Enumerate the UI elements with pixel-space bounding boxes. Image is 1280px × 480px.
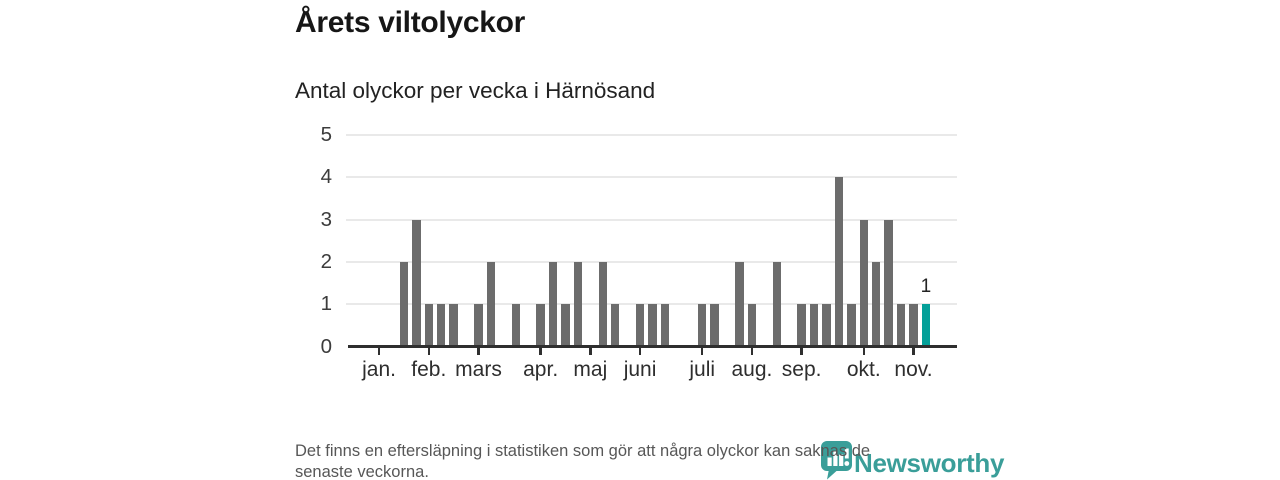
bar-week-34 <box>772 261 782 347</box>
bar-week-40 <box>847 304 856 347</box>
x-axis-label-juni: juni <box>623 358 657 381</box>
bar-week-24 <box>648 304 657 347</box>
x-axis-tick-maj <box>589 347 592 355</box>
bar-week-41 <box>859 219 869 347</box>
newsworthy-logo-icon <box>820 441 853 480</box>
bar-week-20 <box>598 261 608 347</box>
gridline-y5 <box>346 134 957 136</box>
x-axis-label-maj: maj <box>573 358 608 381</box>
bar-week-31 <box>735 261 744 347</box>
bar-week-37 <box>809 304 819 347</box>
chart-title: Årets viltolyckor <box>295 6 525 39</box>
footer-note-line2: senaste veckorna. <box>295 463 429 480</box>
bar-week-7 <box>436 304 446 347</box>
bar-week-39 <box>834 177 844 347</box>
x-axis-line <box>348 344 957 348</box>
newsworthy-logo-text: Newsworthy <box>854 448 1005 478</box>
bar-week-25 <box>660 304 670 347</box>
y-axis-label-5: 5 <box>320 123 332 146</box>
bar-week-10 <box>474 304 483 347</box>
bar-week-23 <box>635 304 645 347</box>
x-axis-tick-juni <box>638 347 642 355</box>
bar-week-11 <box>486 261 496 347</box>
bar-week-8 <box>449 304 458 347</box>
gridline-y3 <box>346 218 957 221</box>
bar-week-44 <box>896 304 906 347</box>
bar-week-28 <box>697 304 707 347</box>
bar-value-label: 1 <box>920 276 932 298</box>
bar-week-18 <box>573 261 583 347</box>
bar-week-15 <box>536 304 545 347</box>
y-axis-label-3: 3 <box>320 207 332 231</box>
x-axis-label-jan: jan. <box>362 358 396 381</box>
x-axis-tick-mars <box>477 347 480 355</box>
bar-week-21 <box>610 304 620 347</box>
highlighted-bar-week-46 <box>921 304 931 347</box>
bar-week-36 <box>797 304 806 347</box>
bar-week-16 <box>548 261 558 347</box>
x-axis-tick-nov <box>912 347 915 355</box>
x-axis-tick-feb <box>427 347 431 355</box>
y-axis-label-2: 2 <box>320 249 332 273</box>
bar-week-29 <box>710 304 719 347</box>
x-axis-tick-juli <box>700 347 704 355</box>
x-axis-label-sep: sep. <box>781 358 822 381</box>
footer-note: Det finns en eftersläpning i statistiken… <box>295 441 870 480</box>
x-axis-tick-okt <box>862 347 866 355</box>
bar-week-4 <box>399 261 409 347</box>
x-axis-label-feb: feb. <box>411 358 447 381</box>
bar-week-42 <box>871 261 881 347</box>
chart-subtitle: Antal olyckor per vecka i Härnösand <box>295 78 656 103</box>
newsworthy-logo <box>820 440 853 480</box>
x-axis-label-nov: nov. <box>894 358 933 381</box>
x-axis-label-okt: okt. <box>846 358 881 381</box>
bar-week-13 <box>511 304 521 347</box>
x-axis-tick-aug <box>750 347 754 355</box>
x-axis-label-juli: juli <box>689 358 716 381</box>
x-axis-label-apr: apr. <box>523 358 559 381</box>
x-axis-label-mars: mars <box>455 358 502 381</box>
y-axis-label-0: 0 <box>320 334 332 358</box>
gridline-y4 <box>346 176 957 179</box>
footer-note-line1: Det finns en eftersläpning i statistiken… <box>295 442 871 460</box>
bar-week-43 <box>884 219 893 347</box>
x-axis-label-aug: aug. <box>731 358 773 381</box>
y-axis-label-4: 4 <box>320 165 332 189</box>
bar-week-32 <box>747 304 757 347</box>
x-axis-tick-sep <box>800 347 803 355</box>
x-axis-tick-jan <box>377 347 381 355</box>
gridline-y2 <box>346 260 957 263</box>
bar-week-38 <box>822 304 831 347</box>
bar-week-5 <box>412 219 421 347</box>
y-axis-label-1: 1 <box>320 292 332 316</box>
bar-week-17 <box>561 304 570 347</box>
bar-week-45 <box>909 304 918 347</box>
x-axis-tick-apr <box>539 347 542 355</box>
bar-week-6 <box>424 304 434 347</box>
